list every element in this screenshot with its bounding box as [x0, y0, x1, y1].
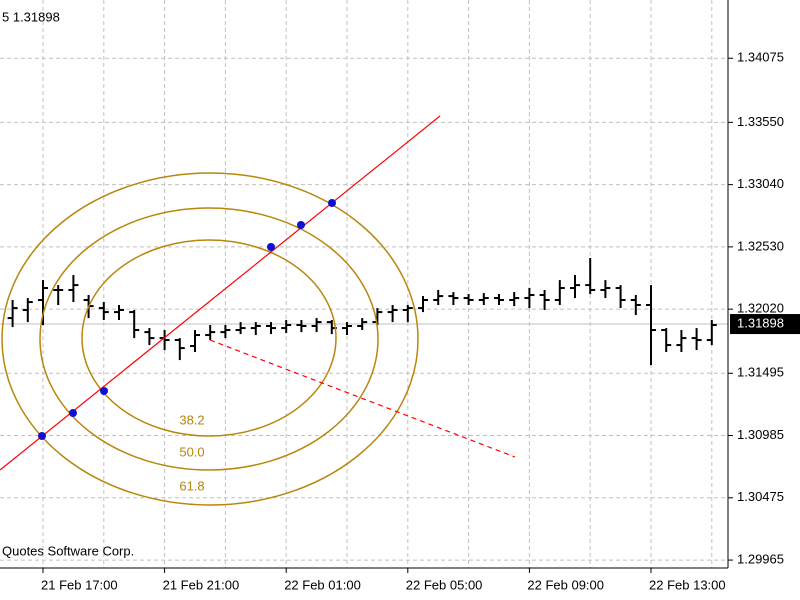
x-tick-label: 21 Feb 21:00 — [163, 577, 240, 592]
dot — [69, 409, 77, 417]
x-tick-label: 22 Feb 13:00 — [649, 577, 726, 592]
y-tick-label: 1.31495 — [737, 365, 784, 380]
fib-label: 61.8 — [179, 478, 204, 493]
dashed-line — [209, 339, 516, 458]
price-label: 1.31898 — [737, 315, 784, 330]
y-tick-label: 1.34075 — [737, 50, 784, 65]
anchor-dots — [38, 199, 336, 440]
dot — [267, 243, 275, 251]
fib-arc — [81, 239, 337, 437]
y-tick-label: 1.30985 — [737, 427, 784, 442]
x-tick-label: 22 Feb 01:00 — [284, 577, 361, 592]
bars — [7, 257, 717, 366]
dot — [328, 199, 336, 207]
x-tick-label: 22 Feb 09:00 — [527, 577, 604, 592]
header-text: 5 1.31898 — [2, 9, 60, 24]
fib-arc — [39, 207, 379, 471]
x-tick-label: 22 Feb 05:00 — [406, 577, 483, 592]
dot — [100, 387, 108, 395]
copyright: Quotes Software Corp. — [2, 543, 134, 558]
fib-label: 38.2 — [179, 412, 204, 427]
fib-label: 50.0 — [179, 444, 204, 459]
y-tick-label: 1.29965 — [737, 552, 784, 567]
grid — [0, 0, 728, 568]
y-tick-label: 1.33550 — [737, 114, 784, 129]
y-tick-label: 1.30475 — [737, 489, 784, 504]
y-tick-label: 1.33040 — [737, 176, 784, 191]
price-box — [730, 314, 800, 335]
dot — [297, 221, 305, 229]
x-tick-label: 21 Feb 17:00 — [41, 577, 118, 592]
drawing-objects: 38.2 50.0 61.8 — [0, 115, 516, 506]
y-tick-label: 1.32530 — [737, 238, 784, 253]
fib-arc — [1, 172, 419, 506]
y-tick-label: 1.32020 — [737, 301, 784, 316]
trend-line — [0, 115, 441, 471]
dot — [38, 432, 46, 440]
